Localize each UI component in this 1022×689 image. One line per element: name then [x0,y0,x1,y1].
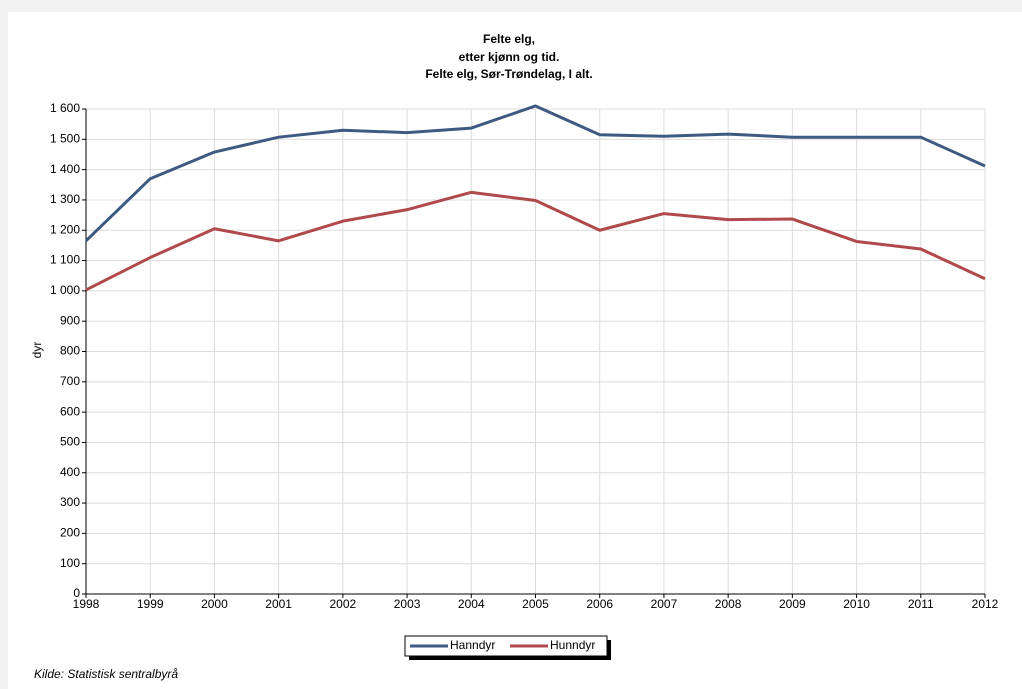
x-tick-label: 2008 [715,597,742,611]
legend-label: Hunndyr [550,638,595,652]
source: Kilde: Statistisk sentralbyrå [34,667,178,681]
y-tick-label: 700 [60,374,80,388]
x-tick-label: 2001 [265,597,292,611]
x-tick-label: 2003 [394,597,421,611]
chart-title: etter kjønn og tid. [459,50,560,64]
x-tick-label: 2011 [908,597,934,611]
series-line [84,104,986,242]
chart-title: Felte elg, [483,32,535,46]
y-tick-label: 1 600 [50,101,80,115]
y-tick-label: 1 500 [50,131,80,145]
y-tick-label: 1 400 [50,162,80,176]
y-tick-label: 100 [60,556,80,570]
y-tick-label: 1 300 [50,192,80,206]
series-line [85,190,986,292]
y-tick-label: 500 [60,435,80,449]
y-tick-label: 800 [60,344,80,358]
x-tick-label: 2006 [586,597,613,611]
panel [8,12,1022,689]
x-tick-label: 1999 [137,597,164,611]
x-tick-label: 2000 [201,597,228,611]
y-tick-label: 600 [60,404,80,418]
x-tick-label: 2007 [651,597,678,611]
y-tick-label: 1 100 [50,253,80,267]
y-tick-label: 200 [60,526,80,540]
y-tick-label: 0 [73,586,80,600]
y-tick-label: 1 200 [50,222,80,236]
x-tick-label: 1998 [73,597,100,611]
legend [404,635,608,657]
x-tick-label: 2012 [972,597,999,611]
legend-label: Hanndyr [450,638,495,652]
x-tick-label: 2004 [458,597,485,611]
x-tick-label: 2002 [330,597,357,611]
y-tick-label: 1 000 [50,283,80,297]
x-tick-label: 2005 [522,597,549,611]
y-tick-label: 300 [60,495,80,509]
x-tick-label: 2010 [843,597,870,611]
y-axis-label: dyr [30,342,44,359]
y-tick-label: 900 [60,313,80,327]
y-tick-label: 400 [60,465,80,479]
chart-title: Felte elg, Sør-Trøndelag, I alt. [425,67,592,81]
x-tick-label: 2009 [779,597,806,611]
